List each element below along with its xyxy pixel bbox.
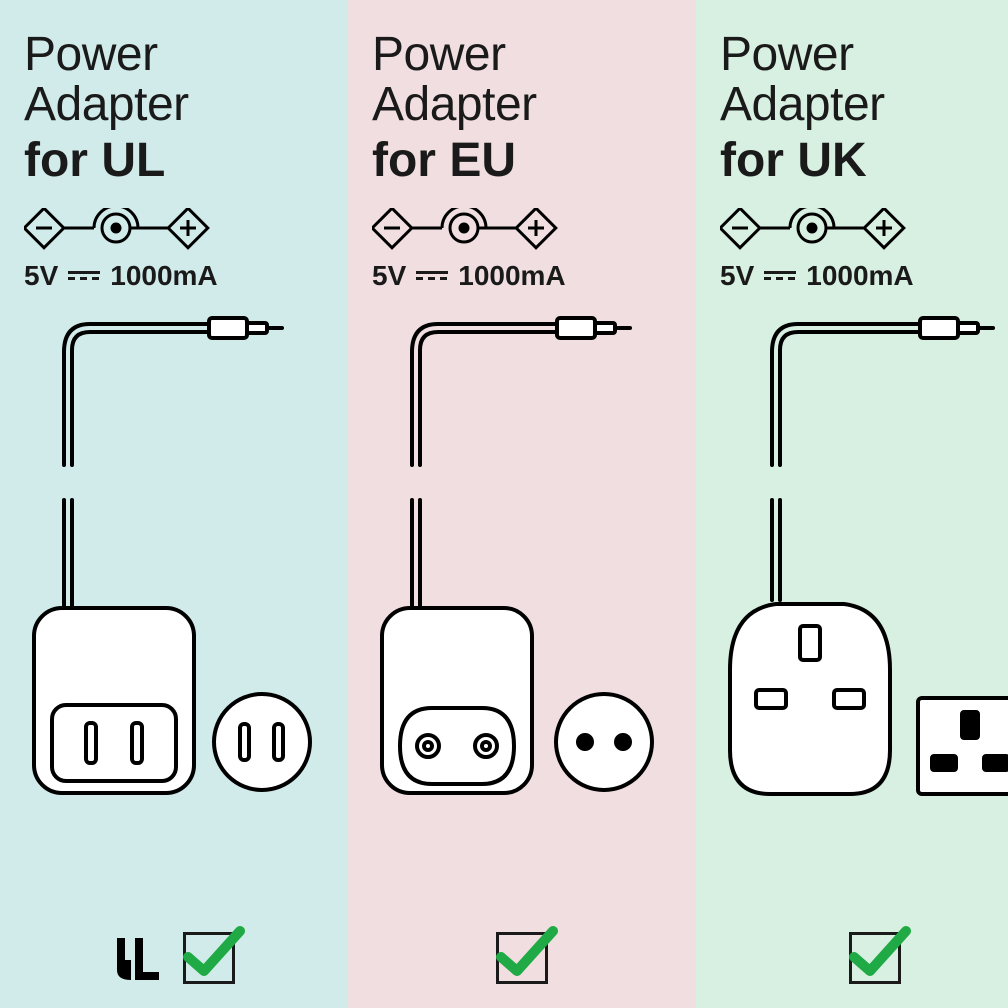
adapter-illustration-ul [24, 310, 324, 918]
panel-uk: Power Adapter for UK 5V 1000mA [696, 0, 1008, 1008]
title-line-1: Power [24, 30, 324, 80]
spec-row: 5V 1000mA [720, 260, 1008, 292]
current-label: 1000mA [806, 260, 913, 292]
title-line-2: Adapter [720, 80, 1008, 130]
spec-row: 5V 1000mA [372, 260, 672, 292]
check-row [24, 928, 324, 988]
title-region: for UL [24, 133, 324, 188]
check-row [720, 928, 1008, 988]
title-region: for EU [372, 133, 672, 188]
title-block: Power Adapter for UL [24, 30, 324, 188]
title-region: for UK [720, 133, 1008, 188]
adapter-illustration-uk [720, 310, 1008, 918]
ul-mark-icon [113, 932, 163, 984]
panel-eu: Power Adapter for EU 5V 1000mA [348, 0, 696, 1008]
checkbox-icon [849, 932, 901, 984]
current-label: 1000mA [110, 260, 217, 292]
title-line-2: Adapter [372, 80, 672, 130]
dc-icon [764, 271, 796, 280]
adapter-illustration-eu [372, 310, 672, 918]
voltage-label: 5V [372, 260, 406, 292]
dc-icon [416, 271, 448, 280]
current-label: 1000mA [458, 260, 565, 292]
panel-ul: Power Adapter for UL 5V 1000mA [0, 0, 348, 1008]
title-line-1: Power [720, 30, 1008, 80]
spec-row: 5V 1000mA [24, 260, 324, 292]
check-row [372, 928, 672, 988]
checkbox-icon [183, 932, 235, 984]
polarity-symbol [372, 208, 672, 254]
title-line-1: Power [372, 30, 672, 80]
title-block: Power Adapter for EU [372, 30, 672, 188]
voltage-label: 5V [720, 260, 754, 292]
dc-icon [68, 271, 100, 280]
polarity-symbol [720, 208, 1008, 254]
title-block: Power Adapter for UK [720, 30, 1008, 188]
checkbox-icon [496, 932, 548, 984]
polarity-symbol [24, 208, 324, 254]
voltage-label: 5V [24, 260, 58, 292]
title-line-2: Adapter [24, 80, 324, 130]
